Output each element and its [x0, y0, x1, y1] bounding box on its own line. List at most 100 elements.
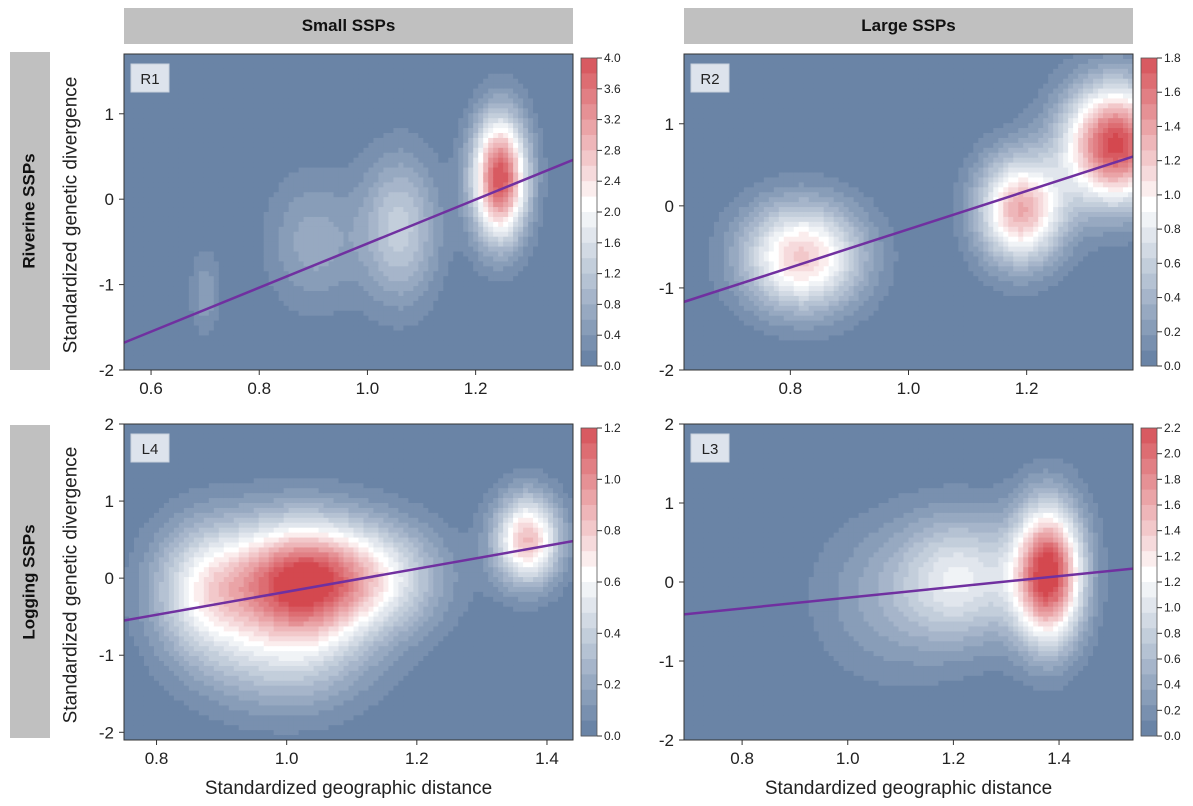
density-cell: [433, 207, 439, 213]
density-cell: [323, 118, 330, 124]
density-cell: [423, 128, 429, 134]
density-cell: [508, 266, 514, 272]
density-cell: [303, 182, 310, 188]
density-cell: [353, 286, 360, 292]
density-cell: [124, 286, 130, 292]
density-cell: [143, 226, 150, 233]
density-cell: [278, 157, 285, 164]
density-cell: [143, 167, 150, 174]
density-cell: [418, 291, 424, 297]
density-cell: [458, 216, 464, 223]
density-cell: [488, 177, 494, 183]
density-cell: [178, 68, 185, 75]
density-cell: [363, 137, 370, 144]
density-cell: [193, 83, 200, 90]
density-cell: [303, 187, 310, 193]
density-cell: [388, 310, 394, 317]
density-cell: [343, 355, 350, 361]
density-cell: [393, 212, 399, 218]
density-cell: [268, 345, 275, 351]
density-cell: [468, 118, 474, 124]
density-cell: [318, 98, 325, 104]
density-cell: [483, 172, 489, 179]
density-cell: [163, 360, 170, 366]
density-cell: [373, 78, 380, 85]
density-cell: [193, 251, 200, 258]
density-cell: [124, 241, 130, 248]
density-cell: [178, 325, 185, 332]
density-cell: [253, 261, 260, 267]
density-cell: [158, 281, 165, 287]
density-cell: [393, 251, 399, 258]
density-cell: [498, 182, 504, 188]
density-cell: [393, 266, 399, 272]
density-cell: [403, 58, 409, 65]
density-cell: [393, 320, 399, 327]
density-cell: [243, 182, 250, 188]
density-cell: [453, 360, 459, 366]
density-cell: [448, 216, 454, 223]
density-cell: [338, 276, 345, 282]
density-cell: [158, 197, 165, 203]
density-cell: [173, 133, 180, 139]
density-cell: [353, 231, 360, 238]
density-cell: [363, 300, 370, 307]
density-cell: [238, 236, 245, 243]
density-cell: [173, 187, 180, 193]
density-cell: [213, 128, 220, 134]
density-cell: [223, 142, 230, 149]
density-cell: [398, 73, 404, 80]
density-cell: [323, 320, 330, 327]
density-cell: [173, 192, 180, 198]
density-cell: [398, 98, 404, 104]
density-cell: [348, 271, 355, 277]
density-cell: [493, 236, 499, 243]
density-cell: [148, 315, 155, 322]
density-cell: [273, 98, 280, 104]
density-cell: [128, 246, 135, 253]
density-cell: [383, 212, 390, 218]
density-cell: [258, 221, 265, 228]
density-cell: [298, 142, 305, 149]
density-cell: [263, 202, 270, 208]
density-cell: [323, 142, 330, 149]
density-cell: [493, 123, 499, 129]
density-cell: [313, 54, 320, 60]
density-cell: [228, 192, 235, 198]
density-cell: [283, 142, 290, 149]
density-cell: [188, 133, 195, 139]
density-cell: [228, 276, 235, 282]
density-cell: [243, 93, 250, 100]
density-cell: [268, 286, 275, 292]
density-cell: [218, 271, 225, 277]
density-cell: [333, 113, 340, 119]
density-cell: [288, 286, 295, 292]
density-cell: [188, 335, 195, 341]
density-cell: [128, 305, 135, 312]
density-cell: [478, 226, 484, 233]
density-cell: [388, 355, 394, 361]
density-cell: [413, 123, 419, 129]
density-cell: [298, 197, 305, 203]
density-cell: [178, 360, 185, 366]
density-cell: [353, 197, 360, 203]
density-cell: [323, 271, 330, 277]
density-cell: [213, 137, 220, 144]
density-cell: [508, 295, 514, 302]
density-cell: [198, 88, 205, 95]
density-cell: [283, 187, 290, 193]
density-cell: [393, 226, 399, 233]
density-cell: [293, 177, 300, 183]
density-cell: [468, 157, 474, 164]
density-cell: [253, 162, 260, 169]
density-cell: [273, 340, 280, 346]
density-cell: [218, 68, 225, 75]
density-cell: [313, 360, 320, 366]
density-cell: [408, 276, 414, 282]
density-cell: [438, 291, 444, 297]
density-cell: [418, 157, 424, 164]
density-cell: [328, 231, 335, 238]
density-cell: [403, 221, 409, 228]
density-cell: [303, 256, 310, 262]
density-cell: [228, 83, 235, 90]
